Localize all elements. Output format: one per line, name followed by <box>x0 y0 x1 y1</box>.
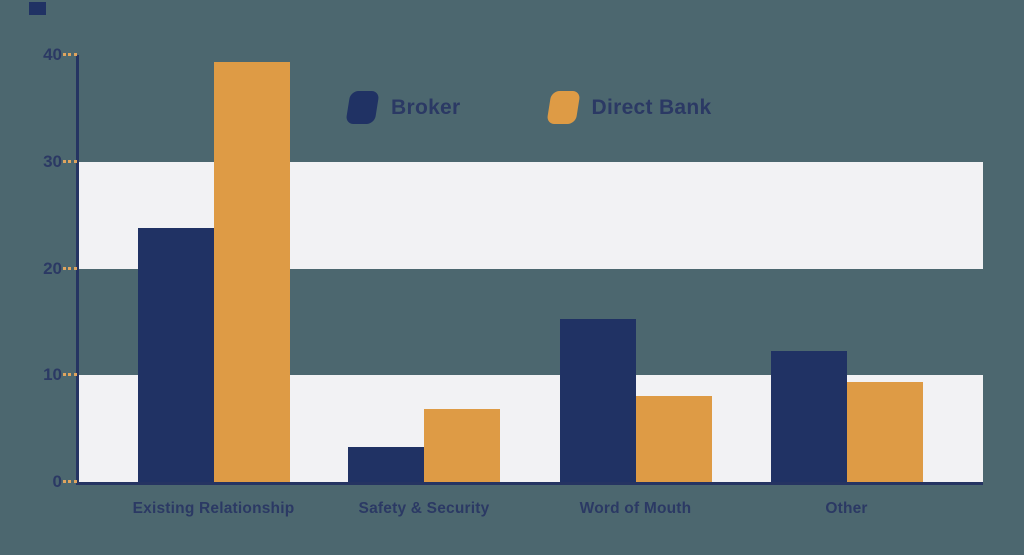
bar-direct-bank-safety-security <box>424 409 500 482</box>
y-tick-label-30: 30 <box>43 151 62 171</box>
direct-bank-swatch-icon <box>545 91 581 124</box>
y-tick-label-20: 20 <box>43 258 62 278</box>
bar-broker-other <box>770 350 847 482</box>
y-tick-dash-30 <box>63 159 77 163</box>
bar-broker-existing-relationship <box>137 227 214 482</box>
category-label-other: Other <box>825 500 868 517</box>
category-label-safety-security: Safety & Security <box>358 500 490 517</box>
y-tick-dash-40 <box>63 53 77 56</box>
legend-label-direct-bank: Direct Bank <box>591 95 712 119</box>
category-label-existing-relationship: Existing Relationship <box>132 500 295 517</box>
y-tick-label-0: 0 <box>52 472 62 491</box>
bar-direct-bank-other <box>846 381 923 482</box>
bar-direct-bank-word-of-mouth <box>635 395 712 482</box>
bar-broker-word-of-mouth <box>559 318 636 482</box>
y-tick-label-10: 10 <box>43 365 62 385</box>
y-axis-line <box>76 55 79 485</box>
category-label-word-of-mouth: Word of Mouth <box>579 500 692 517</box>
bar-direct-bank-existing-relationship <box>213 62 290 482</box>
y-tick-dash-0 <box>63 480 77 483</box>
y-tick-dash-10 <box>63 373 77 377</box>
corner-square-artifact <box>29 2 46 15</box>
legend-item-broker: Broker <box>345 91 461 124</box>
y-tick-label-40: 40 <box>43 45 62 64</box>
broker-swatch-icon <box>345 91 380 124</box>
legend: Broker Direct Bank <box>345 91 712 124</box>
x-axis-line <box>76 482 983 485</box>
legend-label-broker: Broker <box>391 95 461 119</box>
y-tick-dash-20 <box>63 266 77 270</box>
legend-item-direct-bank: Direct Bank <box>545 91 712 124</box>
bar-broker-safety-security <box>348 446 424 482</box>
